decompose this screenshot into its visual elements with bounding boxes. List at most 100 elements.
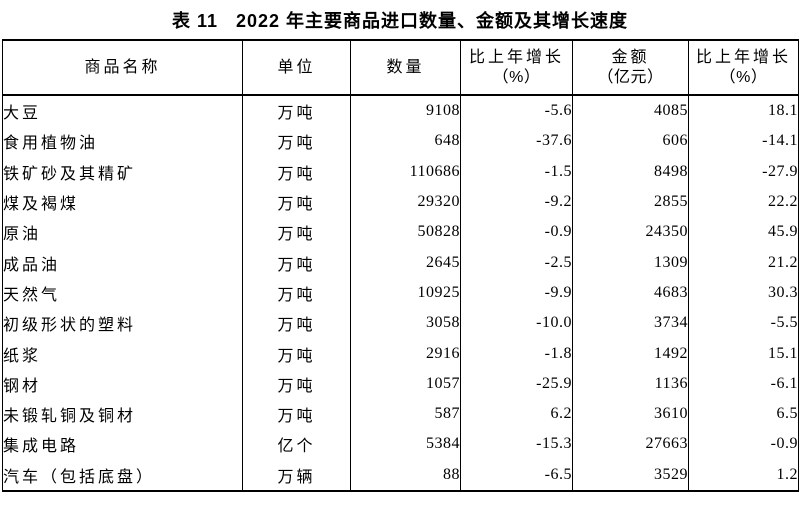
cell-name: 原油 <box>2 217 243 248</box>
cell-quantity-growth: -9.9 <box>460 277 573 309</box>
cell-amount-growth: 1.2 <box>776 465 798 483</box>
cell-quantity: 110686 <box>350 156 461 187</box>
cell-amount: 24350 <box>572 217 689 248</box>
col-header-quantity: 数量 <box>350 40 461 96</box>
cell-quantity-growth: -1.5 <box>460 156 573 187</box>
cell-amount-growth: 15.1 <box>768 344 798 362</box>
cell-amount: 4683 <box>572 277 689 309</box>
table-row: 钢材 万吨 1057 -25.9 1136 -6.1 <box>2 368 799 399</box>
cell-name: 食用植物油 <box>2 126 243 157</box>
cell-quantity-growth: -2.5 <box>460 247 573 278</box>
cell-quantity-growth: -0.9 <box>460 217 573 248</box>
table-number: 表 11 <box>171 10 218 31</box>
cell-quantity-growth: -10.0 <box>460 308 573 339</box>
cell-unit: 万吨 <box>242 186 351 218</box>
cell-amount-growth: -27.9 <box>762 162 798 180</box>
cell-amount: 2855 <box>572 186 689 218</box>
cell-amount-growth: -14.1 <box>762 132 798 150</box>
cell-name: 初级形状的塑料 <box>2 308 243 339</box>
cell-quantity-growth: -15.3 <box>460 429 573 460</box>
cell-unit: 万辆 <box>242 459 351 491</box>
cell-name: 汽车（包括底盘） <box>2 459 243 491</box>
cell-quantity: 2645 <box>350 247 461 278</box>
cell-name: 天然气 <box>2 277 243 309</box>
table-row: 纸浆 万吨 2916 -1.8 1492 15.1 <box>2 338 799 369</box>
cell-quantity: 648 <box>350 126 461 157</box>
table-row: 成品油 万吨 2645 -2.5 1309 21.2 <box>2 247 799 278</box>
cell-quantity: 3058 <box>350 308 461 339</box>
cell-quantity: 5384 <box>350 429 461 460</box>
cell-quantity-growth: -9.2 <box>460 186 573 218</box>
cell-unit: 万吨 <box>242 398 351 430</box>
table-row: 天然气 万吨 10925 -9.9 4683 30.3 <box>2 277 799 309</box>
table-body: 大豆 万吨 9108 -5.6 4085 18.1 食用植物油 万吨 648 -37.6 606 -1… <box>2 95 799 491</box>
cell-amount: 1136 <box>572 368 689 399</box>
cell-quantity-growth: -25.9 <box>460 368 573 399</box>
table-row: 大豆 万吨 9108 -5.6 4085 18.1 <box>2 95 799 127</box>
cell-amount: 606 <box>572 126 689 157</box>
cell-quantity-growth: 6.2 <box>460 398 573 430</box>
cell-quantity: 9108 <box>350 95 461 127</box>
col-header-quantity-growth-unit: （%） <box>492 68 541 86</box>
cell-unit: 万吨 <box>242 95 351 127</box>
cell-quantity: 88 <box>350 459 461 491</box>
cell-amount-growth: -6.1 <box>770 374 798 392</box>
cell-quantity-growth: -5.6 <box>460 95 573 127</box>
cell-amount: 27663 <box>572 429 689 460</box>
cell-unit: 万吨 <box>242 247 351 278</box>
col-header-amount-growth: 比上年增长 （%） <box>688 40 799 96</box>
cell-amount-growth: -5.5 <box>770 314 798 332</box>
cell-quantity-growth: -6.5 <box>460 459 573 491</box>
cell-amount-growth: 18.1 <box>768 102 798 120</box>
table-title-text: 2022 年主要商品进口数量、金额及其增长速度 <box>235 10 629 31</box>
cell-unit: 万吨 <box>242 156 351 187</box>
table-row: 铁矿砂及其精矿 万吨 110686 -1.5 8498 -27.9 <box>2 156 799 187</box>
col-header-quantity-growth: 比上年增长 （%） <box>460 40 573 96</box>
table-row: 煤及褐煤 万吨 29320 -9.2 2855 22.2 <box>2 186 799 218</box>
table-title: 表 11 2022 年主要商品进口数量、金额及其增长速度 <box>0 0 800 39</box>
cell-amount: 3529 <box>572 459 689 491</box>
col-header-amount: 金额 （亿元） <box>572 40 689 96</box>
table-row: 食用植物油 万吨 648 -37.6 606 -14.1 <box>2 126 799 157</box>
cell-name: 纸浆 <box>2 338 243 369</box>
col-header-amount-growth-label: 比上年增长 <box>695 48 791 66</box>
cell-quantity: 50828 <box>350 217 461 248</box>
cell-quantity: 1057 <box>350 368 461 399</box>
cell-amount: 3734 <box>572 308 689 339</box>
cell-unit: 万吨 <box>242 308 351 339</box>
cell-amount: 1492 <box>572 338 689 369</box>
cell-name: 大豆 <box>2 95 243 127</box>
table-row: 集成电路 亿个 5384 -15.3 27663 -0.9 <box>2 429 799 460</box>
table-row: 原油 万吨 50828 -0.9 24350 45.9 <box>2 217 799 248</box>
cell-unit: 亿个 <box>242 429 351 460</box>
cell-amount-growth: -0.9 <box>770 435 798 453</box>
col-header-amount-growth-unit: （%） <box>719 68 768 86</box>
cell-quantity: 587 <box>350 398 461 430</box>
col-header-quantity-growth-label: 比上年增长 <box>468 48 564 66</box>
cell-amount-growth: 21.2 <box>768 253 798 271</box>
table-row: 初级形状的塑料 万吨 3058 -10.0 3734 -5.5 <box>2 308 799 339</box>
cell-unit: 万吨 <box>242 126 351 157</box>
cell-name: 钢材 <box>2 368 243 399</box>
cell-unit: 万吨 <box>242 277 351 309</box>
cell-amount: 3610 <box>572 398 689 430</box>
cell-amount-growth: 6.5 <box>776 405 798 423</box>
cell-amount: 4085 <box>572 95 689 127</box>
cell-name: 成品油 <box>2 247 243 278</box>
cell-quantity-growth: -37.6 <box>460 126 573 157</box>
cell-quantity: 2916 <box>350 338 461 369</box>
header-row: 商品名称 单位 数量 比上年增长 （%） 金额 （亿元） 比上年增长 （%） <box>2 40 799 96</box>
cell-amount-growth: 22.2 <box>768 193 798 211</box>
cell-amount: 1309 <box>572 247 689 278</box>
col-header-amount-unit: （亿元） <box>597 68 664 86</box>
cell-amount-growth: 45.9 <box>768 223 798 241</box>
cell-quantity: 29320 <box>350 186 461 218</box>
cell-name: 煤及褐煤 <box>2 186 243 218</box>
imports-table: 商品名称 单位 数量 比上年增长 （%） 金额 （亿元） 比上年增长 （%） 大… <box>2 39 799 492</box>
cell-amount-growth: 30.3 <box>768 283 798 301</box>
col-header-name: 商品名称 <box>2 40 243 96</box>
table-row: 未锻轧铜及铜材 万吨 587 6.2 3610 6.5 <box>2 398 799 430</box>
cell-quantity: 10925 <box>350 277 461 309</box>
cell-name: 集成电路 <box>2 429 243 460</box>
cell-name: 未锻轧铜及铜材 <box>2 398 243 430</box>
